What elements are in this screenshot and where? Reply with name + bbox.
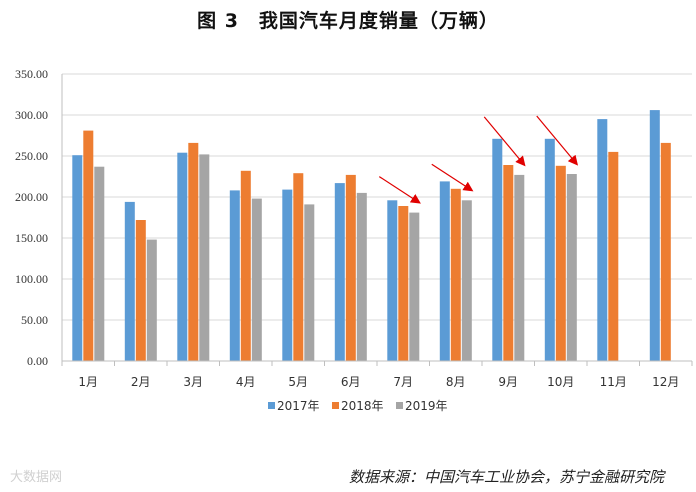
bar-2017-7	[387, 200, 398, 361]
bar-2018-10	[555, 165, 566, 361]
bar-2017-8	[439, 181, 450, 361]
x-tick-label: 5月	[288, 375, 308, 389]
legend: 2017年 2018年 2019年	[268, 399, 448, 413]
legend-swatch-2017	[268, 402, 275, 409]
y-tick-label: 0.00	[27, 354, 48, 368]
red-arrow-7	[378, 176, 421, 204]
x-tick-label: 7月	[393, 375, 413, 389]
red-arrow-10	[536, 115, 579, 166]
legend-label-2018: 2018年	[341, 399, 384, 413]
bar-2018-8	[450, 188, 461, 361]
x-tick-label: 8月	[446, 375, 466, 389]
bar-2019-5	[304, 204, 315, 361]
x-tick-label: 4月	[236, 375, 256, 389]
y-tick-label: 200.00	[15, 190, 48, 204]
bar-2017-5	[282, 189, 293, 361]
bar-2019-4	[251, 198, 262, 361]
watermark: 大数据网	[10, 470, 63, 485]
y-tick-label: 100.00	[15, 272, 48, 286]
bar-2018-6	[345, 174, 356, 361]
y-axis: 0.00 50.00 100.00 150.00 200.00 250.00 300.00 3…	[15, 67, 63, 368]
red-arrow-8	[431, 163, 474, 192]
bar-2017-3	[177, 152, 188, 361]
y-tick-label: 150.00	[15, 231, 48, 245]
y-tick-label: 250.00	[15, 149, 48, 163]
source-note: 数据来源：中国汽车工业协会，苏宁金融研究院	[348, 468, 664, 486]
legend-swatch-2019	[396, 402, 403, 409]
legend-label-2017: 2017年	[277, 399, 320, 413]
bars	[72, 110, 671, 361]
bar-2017-11	[597, 119, 608, 361]
bar-2017-4	[229, 190, 240, 361]
y-tick-label: 50.00	[21, 313, 48, 327]
bar-2018-4	[240, 170, 251, 361]
bar-2019-3	[199, 154, 210, 361]
red-arrow-9	[483, 116, 526, 167]
bar-2017-2	[124, 201, 135, 361]
bar-2018-9	[503, 165, 514, 361]
x-tick-label: 10月	[547, 375, 574, 389]
x-tick-label: 6月	[341, 375, 361, 389]
bar-2018-7	[398, 206, 409, 361]
bar-2017-9	[492, 138, 503, 361]
bar-2019-9	[514, 174, 525, 361]
bar-2017-6	[334, 183, 345, 361]
annotation-arrows	[378, 115, 579, 204]
x-axis: 1月 2月 3月 4月 5月 6月 7月 8月 9月 10月 11月 12月	[61, 360, 693, 389]
bar-2017-10	[544, 138, 555, 361]
bar-2018-3	[188, 142, 199, 361]
x-tick-label: 2月	[131, 375, 151, 389]
y-tick-label: 350.00	[15, 67, 48, 81]
bar-2018-1	[83, 130, 94, 361]
gridlines	[62, 73, 692, 321]
bar-2019-10	[566, 174, 577, 361]
bar-2018-11	[608, 151, 619, 361]
bar-2018-2	[135, 220, 146, 361]
x-tick-label: 11月	[600, 375, 627, 389]
x-tick-label: 3月	[183, 375, 203, 389]
bar-2019-1	[94, 166, 105, 361]
bar-2017-1	[72, 155, 83, 361]
bar-2017-12	[649, 110, 660, 361]
x-tick-label: 9月	[498, 375, 518, 389]
bar-2019-8	[461, 200, 472, 361]
bar-2019-6	[356, 192, 367, 361]
bar-2019-7	[409, 212, 420, 361]
x-tick-label: 1月	[78, 375, 98, 389]
bar-2019-2	[146, 239, 157, 361]
bar-2018-5	[293, 173, 304, 361]
x-tick-label: 12月	[652, 375, 679, 389]
legend-label-2019: 2019年	[405, 399, 448, 413]
bar-2018-12	[660, 142, 671, 361]
legend-swatch-2018	[332, 402, 339, 409]
chart-title: 图 3 我国汽车月度销量（万辆）	[197, 10, 499, 32]
y-tick-label: 300.00	[15, 108, 48, 122]
